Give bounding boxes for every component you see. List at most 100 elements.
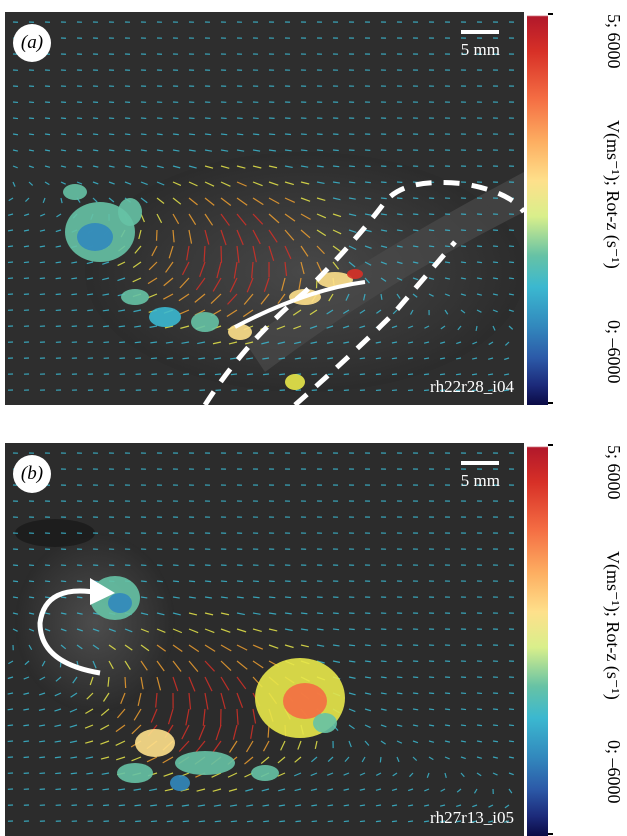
velocity-vector [242,309,254,318]
velocity-vector [364,261,372,266]
velocity-vector [172,628,183,634]
velocity-vector [230,357,238,360]
velocity-vector [28,580,35,583]
velocity-vector [407,373,414,376]
velocity-vector [166,820,174,823]
velocity-vector [252,644,264,650]
velocity-vector [261,341,270,345]
velocity-vector [163,277,174,287]
velocity-vector [39,277,46,280]
velocity-vector [396,708,403,711]
scale-bar-line [461,30,500,34]
velocity-vector [236,708,239,725]
velocity-vector [188,133,196,136]
velocity-vector [220,628,231,633]
velocity-vector [55,277,62,280]
velocity-vector [220,165,230,169]
velocity-vector [503,389,510,392]
velocity-vector [380,245,388,249]
velocity-vector [216,261,222,279]
velocity-vector [250,724,254,739]
velocity-vector [203,245,206,262]
velocity-vector [278,804,286,807]
velocity-vector [179,309,190,315]
velocity-vector [188,165,197,169]
velocity-vector [423,357,430,360]
velocity-vector [252,181,263,187]
velocity-vector [71,293,78,296]
velocity-vector [428,245,435,248]
velocity-vector [471,357,478,360]
velocity-vector [165,804,174,807]
piv-panel-a: (a) 5 mm rh22r28_i04 [5,12,524,405]
velocity-vector [412,756,418,762]
velocity-vector [332,261,340,270]
velocity-vector [116,708,126,719]
vorticity-patch [170,775,190,791]
velocity-vector [117,788,126,791]
velocity-vector [294,788,302,792]
velocity-vector [7,676,14,680]
vorticity-patch [149,307,181,327]
velocity-vector [252,628,262,632]
velocity-vector [76,596,83,599]
velocity-vector [261,788,270,792]
velocity-vector [92,660,97,669]
velocity-vector [316,197,326,201]
velocity-vector [156,165,164,169]
velocity-vector [147,293,158,299]
velocity-vector [236,197,248,206]
velocity-vector [504,804,510,809]
velocity-vector [172,580,180,583]
velocity-vector [198,724,206,741]
velocity-vector [476,756,482,759]
velocity-vector [197,341,206,345]
velocity-vector [364,708,372,712]
velocity-vector [407,357,414,360]
velocity-vector [85,708,94,715]
velocity-vector [364,644,371,647]
velocity-vector [23,676,30,680]
velocity-vector [380,708,387,711]
velocity-vector [316,229,327,237]
velocity-vector [86,772,94,775]
velocity-vector [108,181,115,185]
velocity-vector [131,756,142,762]
velocity-vector [327,804,334,807]
velocity-vector [204,596,212,599]
velocity-vector [375,341,382,344]
wing-chord-a [234,280,366,329]
velocity-vector [460,772,465,778]
velocity-vector [86,261,94,265]
velocity-vector [252,245,257,263]
vorticity-patch [313,713,337,733]
velocity-vector [28,133,35,136]
velocity-vector [163,772,174,777]
velocity-vector [375,820,382,823]
velocity-vector [396,756,400,763]
velocity-vector [60,628,67,632]
velocity-vector [116,756,126,761]
velocity-vector [252,612,261,615]
velocity-vector [332,229,342,235]
run-id-a: rh22r28_i04 [429,377,514,396]
velocity-vector [279,820,286,823]
velocity-vector [298,277,302,290]
velocity-vector [214,373,222,376]
velocity-vector [86,277,94,280]
velocity-vector [214,357,222,360]
velocity-vector [428,724,435,727]
velocity-vector [423,804,430,807]
velocity-vector [293,341,302,345]
velocity-vector [188,213,197,226]
velocity-vector [85,756,94,760]
wing-outline-a2 [293,240,457,405]
vorticity-patch [118,198,142,226]
velocity-vector [277,756,286,764]
velocity-vector [391,341,398,344]
run-id-b: rh27r13_i05 [429,808,514,827]
velocity-vector [284,596,292,599]
velocity-vector [204,628,215,634]
velocity-vector [204,660,216,672]
velocity-vector [508,788,513,794]
